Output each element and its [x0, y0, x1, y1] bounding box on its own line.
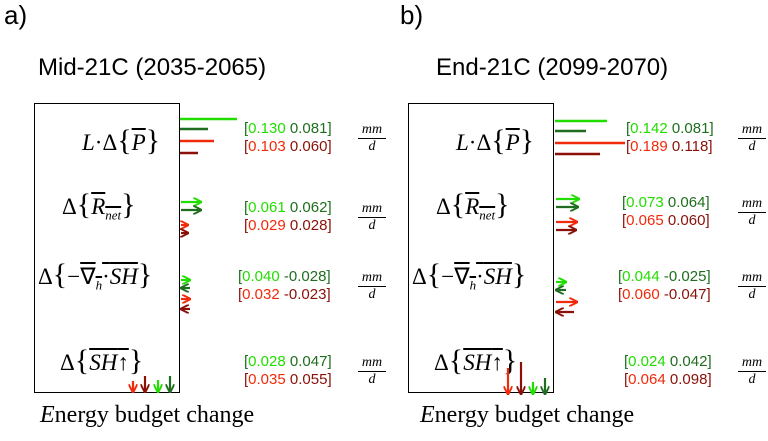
- term-heat-convergence: Δ{−∇h·SH}: [412, 258, 527, 293]
- values-surface-heat: [0.028 0.047] [0.035 0.055]: [244, 353, 332, 388]
- term-precip-latent: L·Δ{P}: [456, 124, 535, 157]
- panel-title: Mid-21C (2035-2065): [38, 54, 267, 81]
- panel-letter: b): [400, 0, 424, 30]
- panel-b: b) End-21C (2099-2070) L·Δ{P} Δ{Rnet} Δ{…: [384, 0, 768, 441]
- values-surface-heat: [0.024 0.042] [0.064 0.098]: [624, 353, 712, 388]
- values-net-radiation: [0.061 0.062] [0.029 0.028]: [244, 199, 332, 234]
- unit-mm-per-day: mm d: [738, 355, 766, 388]
- unit-mm-per-day: mm d: [738, 270, 766, 303]
- values-heat-convergence: [0.040 -0.028] [0.032 -0.023]: [238, 268, 331, 303]
- values-precip: [0.130 0.081] [0.103 0.060]: [244, 120, 332, 155]
- term-net-radiation: Δ{Rnet}: [62, 188, 136, 223]
- term-precip-latent: L·Δ{P}: [82, 124, 161, 157]
- unit-mm-per-day: mm d: [358, 122, 386, 155]
- terms-box: [34, 103, 180, 393]
- panel-letter: a): [4, 0, 28, 30]
- values-net-radiation: [0.073 0.064] [0.065 0.060]: [622, 194, 710, 229]
- term-net-radiation: Δ{Rnet}: [436, 188, 510, 223]
- unit-mm-per-day: mm d: [738, 196, 766, 229]
- panel-footer: Energy budget change: [420, 402, 635, 428]
- panel-footer: Energy budget change: [40, 402, 255, 428]
- term-surface-heat: Δ{SH↑}: [434, 344, 518, 377]
- unit-mm-per-day: mm d: [738, 122, 766, 155]
- unit-mm-per-day: mm d: [358, 355, 386, 388]
- unit-mm-per-day: mm d: [358, 201, 386, 234]
- term-heat-convergence: Δ{−∇h·SH}: [38, 258, 153, 293]
- unit-mm-per-day: mm d: [358, 270, 386, 303]
- panel-title: End-21C (2099-2070): [436, 54, 669, 81]
- panel-a: a) Mid-21C (2035-2065) L·Δ{P} Δ{Rnet} Δ{…: [4, 0, 386, 428]
- values-precip: [0.142 0.081] [0.189 0.118]: [626, 120, 714, 155]
- values-heat-convergence: [0.044 -0.025] [0.060 -0.047]: [618, 268, 711, 303]
- term-surface-heat: Δ{SH↑}: [60, 344, 144, 377]
- terms-box: [408, 103, 554, 393]
